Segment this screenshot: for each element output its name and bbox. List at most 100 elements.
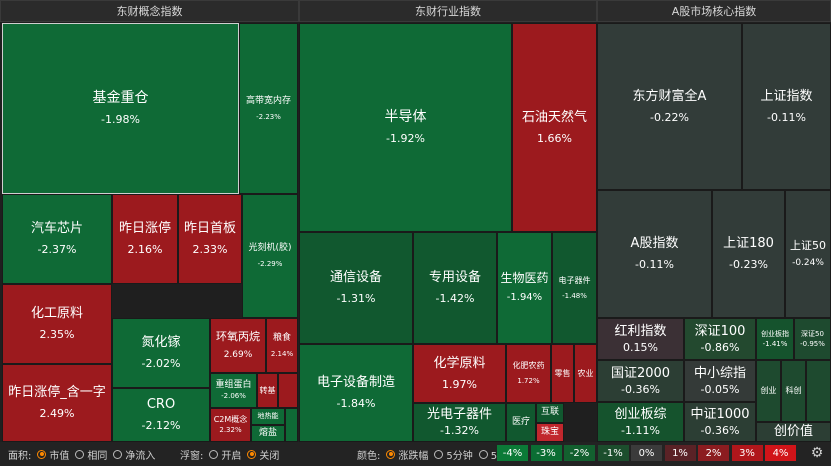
area-option-net-inflow[interactable]: 净流入 [125,450,156,462]
treemap-tile[interactable]: 医疗 [506,403,536,442]
treemap-tile[interactable]: 上证指数 -0.11% [742,23,831,190]
treemap-tile[interactable]: 东方财富全A -0.22% [597,23,742,190]
float-radio-off[interactable] [247,449,257,459]
tile-name: 国证2000 [610,365,671,381]
tile-change-percent: 1.72% [517,377,540,386]
treemap-tile[interactable]: 基金重仓 -1.98% [2,23,239,194]
treemap-tile[interactable]: 汽车芯片 -2.37% [2,194,112,284]
treemap-tile[interactable]: 地热能 [251,408,285,425]
treemap-tile[interactable]: A股指数 -0.11% [597,190,712,318]
treemap-tile[interactable]: 珠宝 [536,423,564,442]
legend-swatch: -1% [597,445,629,461]
treemap-tile[interactable]: 环氧丙烷 2.69% [210,318,266,373]
treemap-tile[interactable]: 创业板综 -1.11% [597,402,684,442]
gear-icon[interactable]: ⚙ [810,445,824,461]
treemap-tile[interactable]: 化肥农药 1.72% [506,344,551,403]
tile-change-percent: -1.41% [762,339,788,348]
treemap-tile[interactable]: 中小综指 -0.05% [684,360,756,402]
treemap-tile[interactable] [806,360,831,422]
tile-change-percent: -2.23% [256,112,281,121]
color-option-5min[interactable]: 5分钟 [446,450,473,462]
treemap-tile[interactable] [285,408,298,442]
treemap-tile[interactable]: 深证50 -0.95% [794,318,831,360]
treemap-tile[interactable]: 昨日涨停 2.16% [112,194,178,284]
treemap-tile[interactable]: 专用设备 -1.42% [413,232,497,344]
treemap-tile[interactable]: 氮化镓 -2.02% [112,318,210,388]
tile-name: 转基 [259,385,276,395]
color-radio-5min[interactable] [434,449,444,459]
treemap-tile[interactable] [278,373,298,408]
treemap-tile[interactable]: 昨日首板 2.33% [178,194,242,284]
treemap-tile[interactable]: 昨日涨停_含一字 2.49% [2,364,112,442]
tile-name: 地热能 [257,412,279,421]
treemap-tile[interactable]: 创业板指 -1.41% [756,318,794,360]
tile-change-percent: -1.42% [435,292,475,306]
tile-name: 珠宝 [540,426,559,437]
treemap-tile[interactable]: 创价值 [756,422,831,442]
tile-change-percent: -0.23% [729,258,768,272]
tile-name: 医疗 [511,416,530,427]
treemap-tile[interactable]: 通信设备 -1.31% [299,232,413,344]
color-option-change[interactable]: 涨跌幅 [398,450,429,462]
treemap-tile[interactable]: 零售 [551,344,574,403]
tile-name: 上证50 [790,238,826,252]
tile-name: 中证1000 [690,406,750,422]
treemap-tile[interactable]: 创业 [756,360,781,422]
treemap-tile[interactable]: 上证180 -0.23% [712,190,785,318]
panel-header-core-index: A股市场核心指数 [597,0,831,22]
tile-change-percent: -0.05% [700,382,740,396]
treemap-tile[interactable]: 生物医药 -1.94% [497,232,552,344]
treemap-tile[interactable]: 熔盐 [251,425,285,442]
color-label: 颜色: [357,450,381,462]
treemap-tile[interactable]: 高带宽内存 -2.23% [239,23,298,194]
tile-change-percent: -2.02% [141,357,181,371]
treemap-tile[interactable]: 农业 [574,344,597,403]
treemap-tile[interactable]: CRO -2.12% [112,388,210,442]
area-radio-equal[interactable] [75,449,85,459]
float-radio-on[interactable] [209,449,219,459]
legend-swatch: 2% [698,445,729,461]
treemap-tile[interactable]: 光电子器件 -1.32% [413,403,506,442]
tile-change-percent: -0.11% [767,110,806,124]
treemap-tile[interactable]: 石油天然气 1.66% [512,23,597,232]
tile-name: 上证180 [723,236,774,251]
treemap-tile[interactable]: 红利指数 0.15% [597,318,684,360]
color-radio-change[interactable] [386,449,396,459]
treemap-tile[interactable]: 电子设备制造 -1.84% [299,344,413,442]
treemap-tile[interactable]: 光刻机(胶) -2.29% [242,194,298,318]
treemap-tile[interactable]: 深证100 -0.86% [684,318,756,360]
tile-change-percent: 2.49% [39,407,75,421]
float-option-on[interactable]: 开启 [221,450,242,462]
area-radio-market-cap[interactable] [37,449,47,459]
treemap-tile[interactable]: 上证50 -0.24% [785,190,831,318]
tile-change-percent: 2.14% [270,349,294,358]
area-option-equal[interactable]: 相同 [87,450,108,462]
treemap-tile[interactable]: 科创 [781,360,806,422]
treemap-tile[interactable]: 中证1000 -0.36% [684,402,756,442]
legend-swatch: -4% [497,445,528,461]
treemap-tile[interactable]: 电子器件 -1.48% [552,232,597,344]
treemap-tile[interactable]: 重组蛋白 -2.06% [210,373,257,408]
treemap-tile[interactable]: 转基 [257,373,278,408]
treemap-tile[interactable]: 半导体 -1.92% [299,23,512,232]
float-label: 浮窗: [180,450,204,462]
treemap-tile[interactable]: 化工原料 2.35% [2,284,112,364]
tile-name: 创价值 [773,423,813,439]
tile-change-percent: 2.33% [192,243,228,257]
area-radio-net-inflow[interactable] [113,449,123,459]
tile-name: 科创 [785,386,802,395]
tile-name: 基金重仓 [92,89,149,106]
tile-name: 光电子器件 [426,407,492,422]
area-option-market-cap[interactable]: 市值 [49,450,70,462]
treemap-tile[interactable]: 粮食 2.14% [266,318,298,373]
tile-change-percent: -1.11% [621,423,660,437]
float-option-off[interactable]: 关闭 [259,450,280,462]
treemap-tile[interactable]: 互联 [536,403,564,423]
treemap-tile[interactable]: 化学原料 1.97% [413,344,506,403]
tile-change-percent: 2.32% [219,426,242,435]
color-radio-5day[interactable] [478,449,488,459]
tile-change-percent: -0.95% [800,339,825,348]
tile-change-percent: -1.98% [101,113,140,127]
treemap-tile[interactable]: C2M概念 2.32% [210,408,251,442]
treemap-tile[interactable]: 国证2000 -0.36% [597,360,684,402]
